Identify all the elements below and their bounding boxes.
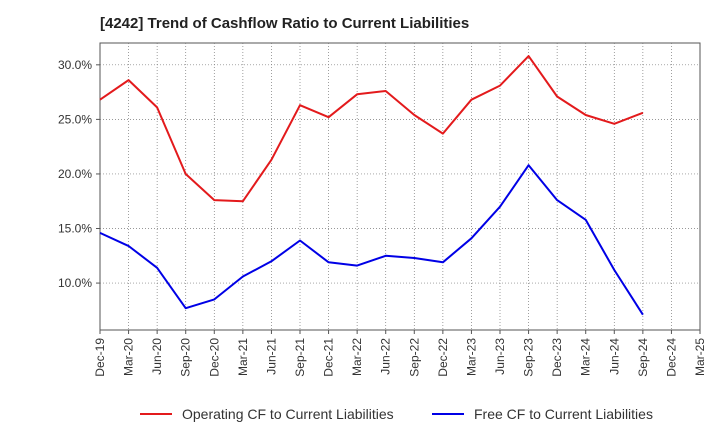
x-tick-label: Sep-23 — [522, 338, 536, 377]
x-tick-label: Mar-24 — [579, 338, 593, 376]
x-tick-label: Sep-20 — [179, 338, 193, 377]
x-tick-label: Jun-22 — [379, 338, 393, 375]
x-tick-label: Dec-19 — [93, 338, 107, 377]
y-tick-label: 10.0% — [58, 276, 92, 290]
x-tick-label: Jun-20 — [150, 338, 164, 375]
y-tick-label: 25.0% — [58, 112, 92, 126]
series-line-1 — [99, 55, 644, 203]
x-tick-label: Mar-20 — [122, 338, 136, 376]
x-tick-label: Mar-25 — [693, 338, 707, 376]
x-tick-label: Sep-24 — [636, 338, 650, 377]
x-tick-label: Dec-22 — [436, 338, 450, 377]
y-tick-label: 20.0% — [58, 167, 92, 181]
x-tick-label: Jun-23 — [493, 338, 507, 375]
x-tick-label: Dec-20 — [207, 338, 221, 377]
x-tick-label: Mar-23 — [464, 338, 478, 376]
x-tick-label: Dec-23 — [550, 338, 564, 377]
legend-label-2: Free CF to Current Liabilities — [474, 406, 653, 422]
x-tick-label: Sep-22 — [407, 338, 421, 377]
y-tick-label: 30.0% — [58, 58, 92, 72]
x-tick-label: Dec-24 — [664, 338, 678, 377]
chart-title: [4242] Trend of Cashflow Ratio to Curren… — [100, 15, 470, 32]
x-tick-label: Jun-21 — [264, 338, 278, 375]
series-line-2 — [99, 164, 644, 316]
x-tick-label: Mar-22 — [350, 338, 364, 376]
x-tick-label: Jun-24 — [607, 338, 621, 375]
y-tick-label: 15.0% — [58, 222, 92, 236]
plot-area — [99, 42, 701, 331]
legend-label-1: Operating CF to Current Liabilities — [182, 406, 394, 422]
x-tick-label: Mar-21 — [236, 338, 250, 376]
x-tick-label: Sep-21 — [293, 338, 307, 377]
x-tick-label: Dec-21 — [322, 338, 336, 377]
